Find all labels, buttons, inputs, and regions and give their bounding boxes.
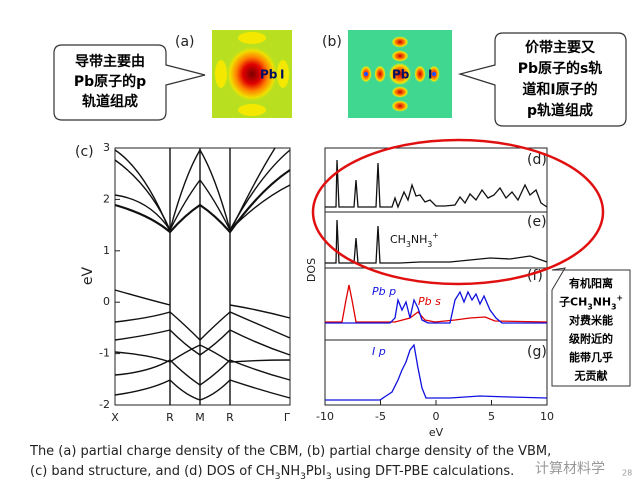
x-tick-label: 0 <box>433 410 440 423</box>
callout-text: 道和I原子的 <box>522 81 597 98</box>
note-text: 有机阳离 <box>569 276 613 290</box>
charge-density-cbm <box>212 30 292 118</box>
dos-annotation: I p <box>372 345 386 358</box>
panel-label: (e) <box>527 214 547 230</box>
x-tick-label: M <box>195 411 205 424</box>
caption-line: The (a) partial charge density of the CB… <box>29 444 551 459</box>
dos-curves <box>325 159 548 401</box>
callout-text: 导带主要由 <box>75 53 145 70</box>
x-tick-label: 5 <box>488 410 495 423</box>
x-tick-label: R <box>226 411 234 424</box>
callout-text: Pb原子的p <box>74 73 146 90</box>
dos-dividers <box>325 211 547 341</box>
band-curves <box>114 147 291 405</box>
dos-frame <box>324 147 548 406</box>
y-tick-label: 3 <box>103 141 110 154</box>
atom-label: Pb <box>260 68 278 82</box>
panel-label: (a) <box>175 34 195 50</box>
caption-line: (c) band structure, and (d) DOS of CH3NH… <box>30 464 514 480</box>
y-tick-label: 0 <box>103 295 110 308</box>
panel-label: (d) <box>527 152 547 168</box>
x-tick-label: -5 <box>375 410 386 423</box>
panel-label: (b) <box>322 34 342 50</box>
x-tick-label: R <box>166 411 174 424</box>
x-tick-label: -10 <box>316 410 334 423</box>
atom-label: I <box>428 68 432 82</box>
axis-label: DOS <box>305 258 318 282</box>
watermark: 计算材料学 <box>535 461 605 477</box>
dos-annotation: Pb s <box>418 295 441 308</box>
y-tick-label: -2 <box>99 398 110 411</box>
callout-text: 价带主要又 <box>525 39 596 56</box>
note-text: 无贡献 <box>574 369 608 383</box>
panel-label: (g) <box>527 344 547 360</box>
callout-text: Pb原子的s轨 <box>518 60 603 77</box>
dos-annotation: CH3NH3+ <box>390 231 439 249</box>
panel-label: (c) <box>75 144 94 160</box>
dos-annotation: Pb p <box>372 285 396 298</box>
note-text: 子CH3NH3+ <box>559 293 623 311</box>
y-tick-label: -1 <box>99 347 110 360</box>
note-text: 对费米能 <box>569 313 613 327</box>
callout-left <box>53 44 206 121</box>
highlight-ellipse <box>311 138 605 286</box>
x-tick-label: X <box>111 411 119 424</box>
x-tick-label: 10 <box>540 410 554 423</box>
note-text: 能带几乎 <box>569 350 613 364</box>
page-number: 28 <box>622 469 632 478</box>
y-tick-label: 1 <box>103 244 110 257</box>
x-tick-label: Γ <box>284 411 291 424</box>
callout-text: 轨道组成 <box>82 93 138 110</box>
note-box <box>551 267 631 387</box>
atom-label: Pb <box>392 68 410 82</box>
note-text: 级附近的 <box>568 332 613 346</box>
callout-right <box>457 32 627 127</box>
charge-density-vbm <box>348 30 452 118</box>
axis-label: eV <box>80 266 96 285</box>
callout-text: p轨道组成 <box>527 102 593 119</box>
atom-label: I <box>280 68 284 82</box>
axis-label: eV <box>429 426 444 439</box>
y-tick-label: 2 <box>103 192 110 205</box>
band-frame <box>114 147 291 406</box>
